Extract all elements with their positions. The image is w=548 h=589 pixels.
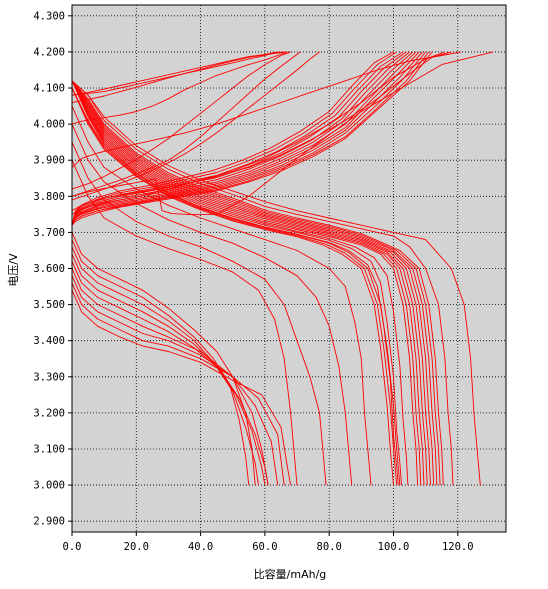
- x-tick-label: 60.0: [252, 541, 277, 553]
- charge-curve: [71, 51, 417, 226]
- discharge-curve: [71, 87, 394, 486]
- y-axis-ticks: 2.900 3.000 3.100 3.200 3.300 3.400 3.500 3.600…: [33, 10, 72, 528]
- discharge-curve: [71, 160, 298, 486]
- discharge-curve: [71, 80, 422, 486]
- discharge-curve: [71, 268, 269, 486]
- y-tick-label: 3.500: [33, 299, 65, 311]
- x-tick-label: 40.0: [188, 541, 213, 553]
- x-tick-label: 100.0: [378, 541, 410, 553]
- charge-curve: [71, 51, 423, 226]
- discharge-curve: [71, 80, 454, 486]
- x-tick-label: 80.0: [317, 541, 342, 553]
- discharge-curve: [71, 87, 401, 486]
- discharge-curve: [71, 80, 428, 486]
- discharge-curve: [71, 80, 419, 486]
- y-tick-label: 3.200: [33, 407, 65, 419]
- y-tick-label: 3.600: [33, 263, 65, 275]
- discharge-curve: [71, 80, 481, 486]
- charge-curve: [71, 51, 320, 201]
- y-tick-label: 2.900: [33, 516, 65, 528]
- charge-curve: [71, 51, 291, 190]
- x-tick-label: 120.0: [442, 541, 474, 553]
- x-tick-label: 20.0: [124, 541, 149, 553]
- y-tick-label: 3.800: [33, 191, 65, 203]
- charge-curve: [71, 51, 426, 226]
- x-tick-label: 0.0: [63, 541, 82, 553]
- discharge-curve: [71, 105, 372, 486]
- charge-curve: [71, 51, 397, 226]
- y-tick-label: 3.400: [33, 335, 65, 347]
- discharge-curve: [71, 123, 353, 486]
- discharge-curve: [71, 282, 285, 486]
- y-tick-label: 3.000: [33, 480, 65, 492]
- discharge-curve: [71, 80, 431, 486]
- charge-curve: [71, 51, 433, 226]
- discharge-curve: [71, 261, 269, 486]
- discharge-curve: [71, 80, 402, 486]
- discharge-curve: [71, 253, 266, 486]
- charge-curve: [71, 51, 394, 226]
- y-tick-label: 3.700: [33, 227, 65, 239]
- discharge-curve: [71, 80, 441, 486]
- x-axis-ticks: 0.0 20.0 40.0 60.0 80.0 100.0 120.0: [63, 532, 474, 553]
- discharge-curve: [71, 80, 409, 486]
- data-series: [71, 51, 494, 486]
- y-tick-label: 3.300: [33, 371, 65, 383]
- discharge-curve: [71, 239, 250, 486]
- y-tick-label: 4.000: [33, 119, 65, 131]
- grid: [72, 5, 506, 532]
- charge-curve: [71, 51, 288, 103]
- y-tick-label: 3.100: [33, 443, 65, 455]
- y-tick-label: 3.900: [33, 155, 65, 167]
- y-axis-title: 电压/V: [7, 253, 20, 287]
- discharge-curve: [71, 275, 279, 486]
- discharge-curve: [71, 290, 292, 486]
- y-tick-label: 4.100: [33, 83, 65, 95]
- discharge-curve: [71, 80, 438, 486]
- x-axis-title: 比容量/mAh/g: [254, 567, 327, 581]
- discharge-curve: [71, 80, 444, 486]
- charge-curve: [71, 51, 452, 212]
- charge-curve: [71, 51, 446, 215]
- discharge-curve: [71, 80, 425, 486]
- discharge-curve: [71, 80, 435, 486]
- y-tick-label: 4.300: [33, 10, 65, 22]
- discharge-curve: [71, 80, 399, 486]
- discharge-curve: [71, 142, 327, 486]
- charge-curve: [71, 51, 407, 226]
- discharge-curve: [71, 87, 398, 486]
- discharge-curve: [71, 246, 259, 486]
- charge-curve: [71, 51, 301, 197]
- y-tick-label: 4.200: [33, 46, 65, 58]
- charge-curve: [71, 51, 462, 168]
